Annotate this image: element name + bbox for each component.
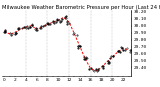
- Text: Milwaukee Weather Barometric Pressure per Hour (Last 24 Hours): Milwaukee Weather Barometric Pressure pe…: [2, 5, 160, 10]
